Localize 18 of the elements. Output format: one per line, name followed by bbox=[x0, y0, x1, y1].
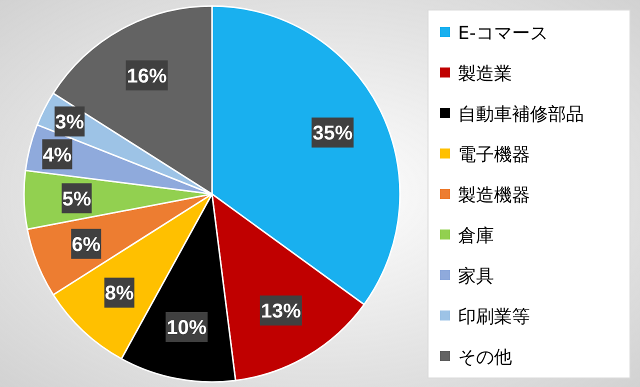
data-label: 4% bbox=[42, 144, 72, 166]
legend-label: 製造機器 bbox=[458, 185, 530, 206]
legend-label: E-コマース bbox=[458, 23, 548, 44]
data-label: 13% bbox=[260, 300, 302, 323]
data-label: 3% bbox=[55, 111, 84, 134]
legend-label: 倉庫 bbox=[458, 226, 494, 246]
data-label: 6% bbox=[72, 234, 101, 256]
data-label: 8% bbox=[104, 282, 134, 305]
legend-label: 家具 bbox=[458, 266, 494, 287]
legend-label: その他 bbox=[458, 347, 512, 368]
data-label: 16% bbox=[126, 65, 168, 88]
data-label: 35% bbox=[312, 122, 353, 145]
legend-label: 製造業 bbox=[458, 64, 512, 84]
legend-label: 自動車補修部品 bbox=[458, 104, 584, 125]
legend-label: 印刷業等 bbox=[458, 306, 530, 328]
data-label: 10% bbox=[166, 316, 207, 339]
legend-label: 電子機器 bbox=[458, 144, 530, 166]
data-label: 5% bbox=[62, 188, 92, 210]
